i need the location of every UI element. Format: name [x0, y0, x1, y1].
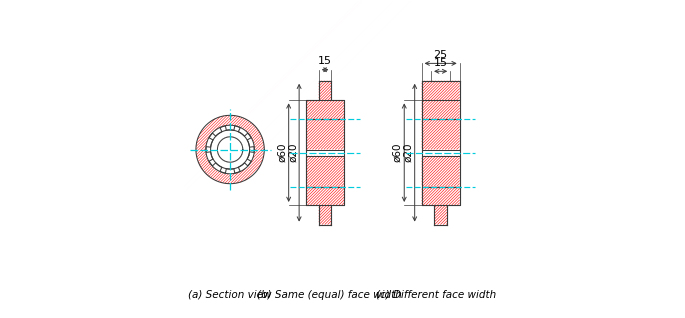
Polygon shape [422, 100, 460, 119]
Polygon shape [217, 137, 242, 162]
Polygon shape [306, 187, 344, 205]
Polygon shape [206, 126, 254, 173]
Text: 25: 25 [434, 50, 448, 59]
Text: ø60: ø60 [277, 143, 287, 162]
Polygon shape [210, 130, 249, 169]
Polygon shape [422, 187, 460, 205]
Text: 15: 15 [318, 56, 332, 66]
Text: ø20: ø20 [288, 143, 298, 162]
Text: 15: 15 [434, 58, 448, 68]
Text: ø60: ø60 [393, 143, 403, 162]
Text: (a) Section view: (a) Section view [188, 290, 272, 300]
Polygon shape [434, 205, 447, 225]
Text: (b) Same (equal) face width: (b) Same (equal) face width [258, 290, 402, 300]
Polygon shape [196, 115, 264, 184]
Polygon shape [319, 205, 332, 225]
Polygon shape [306, 100, 344, 119]
Polygon shape [306, 156, 344, 187]
Polygon shape [319, 81, 332, 100]
Polygon shape [306, 119, 344, 149]
Polygon shape [422, 149, 460, 156]
Text: ø20: ø20 [403, 143, 414, 162]
Text: (c) Different face width: (c) Different face width [376, 290, 496, 300]
Polygon shape [306, 149, 344, 156]
Polygon shape [422, 119, 460, 149]
Polygon shape [422, 156, 460, 187]
Polygon shape [422, 81, 460, 100]
